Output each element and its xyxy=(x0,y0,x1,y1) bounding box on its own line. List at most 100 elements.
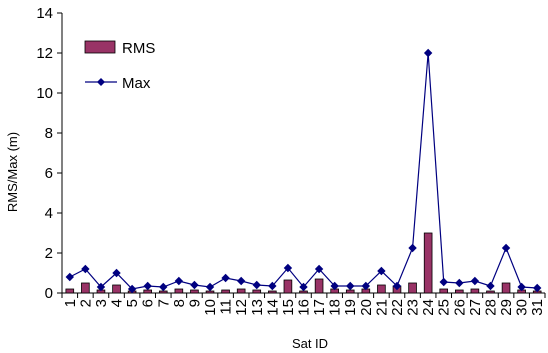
max-point xyxy=(283,263,293,273)
max-point xyxy=(143,281,152,291)
max-point xyxy=(236,276,246,286)
x-tick-label: 2 xyxy=(77,299,94,307)
x-tick-label: 15 xyxy=(280,299,297,316)
x-tick-label: 25 xyxy=(436,299,453,316)
max-point xyxy=(455,278,464,288)
x-tick-label: 4 xyxy=(109,299,126,307)
max-point xyxy=(517,282,526,292)
max-point xyxy=(377,266,386,276)
legend-rms-swatch xyxy=(84,40,116,54)
y-tick-label: 8 xyxy=(45,125,53,142)
rms-bar xyxy=(221,289,230,294)
max-point xyxy=(346,281,355,291)
max-point xyxy=(96,282,106,292)
x-tick-label: 6 xyxy=(140,299,157,307)
x-tick-label: 29 xyxy=(498,299,515,316)
max-point xyxy=(81,264,90,274)
rms-bar xyxy=(299,290,308,294)
max-point xyxy=(486,281,495,291)
max-point xyxy=(439,277,448,287)
x-tick-label: 10 xyxy=(202,299,219,316)
x-tick-label: 5 xyxy=(124,299,141,307)
x-tick-label: 26 xyxy=(451,299,468,316)
x-tick-label: 21 xyxy=(373,299,390,316)
rms-bar xyxy=(65,288,75,294)
x-tick-label: 18 xyxy=(327,299,344,316)
rms-bar xyxy=(190,289,199,294)
rms-bar xyxy=(345,289,355,294)
rms-bar xyxy=(205,290,215,294)
max-point xyxy=(330,281,339,291)
x-tick-label: 11 xyxy=(218,299,235,315)
max-point xyxy=(361,281,371,291)
y-tick-label: 0 xyxy=(45,285,53,302)
x-tick-label: 28 xyxy=(482,299,499,316)
x-tick-label: 1 xyxy=(62,299,79,307)
max-point xyxy=(299,282,308,292)
x-tick-label: 3 xyxy=(93,299,110,307)
rms-bar xyxy=(283,279,293,294)
max-point xyxy=(190,280,199,290)
x-tick-label: 12 xyxy=(233,299,250,316)
y-tick-label: 2 xyxy=(45,245,53,262)
rms-bar xyxy=(439,288,449,294)
max-point xyxy=(314,264,324,274)
rms-bar xyxy=(236,288,246,294)
x-tick-label: 8 xyxy=(171,299,188,307)
x-tick-label: 7 xyxy=(155,299,172,307)
x-tick-label: 20 xyxy=(358,299,375,316)
rms-bar xyxy=(423,232,433,294)
x-tick-label: 16 xyxy=(296,299,313,316)
x-tick-label: 31 xyxy=(529,299,546,316)
max-point xyxy=(392,281,402,291)
x-tick-label: 22 xyxy=(389,299,406,316)
max-point xyxy=(408,243,417,253)
max-point xyxy=(112,268,121,278)
y-tick-label: 4 xyxy=(45,205,53,222)
x-axis-title: Sat ID xyxy=(292,336,328,351)
x-tick-label: 9 xyxy=(186,299,203,307)
x-tick-label: 24 xyxy=(420,299,437,316)
rms-bar xyxy=(143,289,152,294)
rms-bar xyxy=(408,282,417,294)
max-point xyxy=(127,284,137,294)
y-tick-label: 12 xyxy=(36,45,53,62)
rms-bar xyxy=(268,290,277,294)
y-axis-title: RMS/Max (m) xyxy=(5,132,20,212)
max-point xyxy=(470,276,480,286)
max-point xyxy=(221,273,230,283)
rms-bar xyxy=(174,288,184,294)
legend: RMS Max xyxy=(84,40,155,92)
y-tick-label: 14 xyxy=(36,5,53,22)
x-tick-label: 23 xyxy=(405,299,422,316)
max-point xyxy=(205,282,215,292)
legend-rms-label: RMS xyxy=(122,40,155,57)
y-axis: 0 2 4 6 8 10 12 14 xyxy=(36,5,63,302)
rms-bar xyxy=(112,284,121,294)
rms-bar xyxy=(81,282,90,294)
rms-bar xyxy=(377,284,386,294)
x-tick-label: 30 xyxy=(514,299,531,316)
rms-bar xyxy=(501,282,511,294)
y-tick-label: 6 xyxy=(45,165,53,182)
y-tick-label: 10 xyxy=(36,85,53,102)
max-point xyxy=(65,272,74,282)
max-point xyxy=(533,283,542,293)
x-tick-label: 19 xyxy=(342,299,359,316)
x-tick-label: 27 xyxy=(467,299,484,316)
x-tick-label: 17 xyxy=(311,299,328,316)
max-point xyxy=(159,282,168,292)
rms-bar xyxy=(252,289,262,294)
max-point xyxy=(423,48,433,58)
x-axis: 1234567891011121314151617181920212223242… xyxy=(61,292,546,316)
max-line-group xyxy=(65,48,542,294)
legend-max-label: Max xyxy=(122,75,151,92)
rms-bar xyxy=(486,290,495,294)
max-point xyxy=(501,243,511,253)
x-tick-label: 14 xyxy=(264,299,281,316)
rms-bar xyxy=(470,288,480,294)
max-point xyxy=(252,280,261,290)
rms-bar xyxy=(158,290,168,294)
rms-bar xyxy=(455,289,464,294)
